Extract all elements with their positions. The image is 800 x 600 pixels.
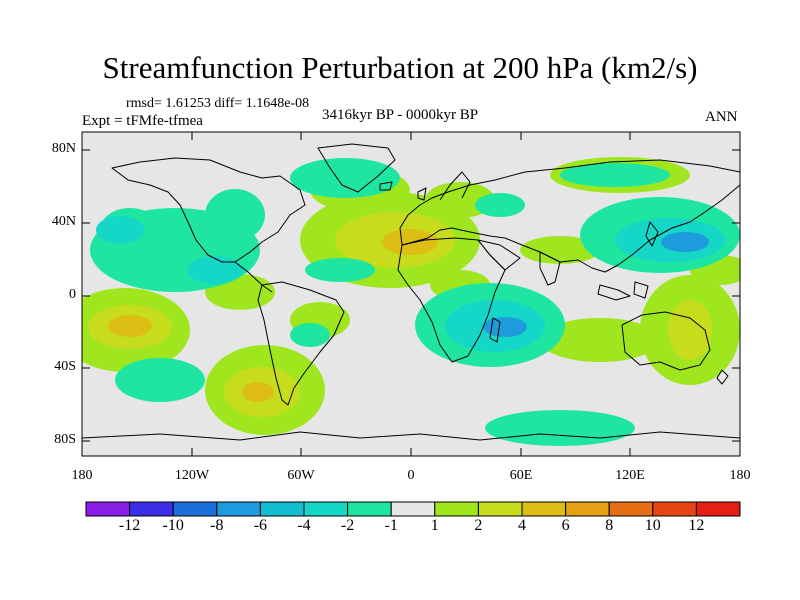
colorbar-label: 8 <box>605 517 614 534</box>
colorbar <box>85 501 741 517</box>
experiment-text: Expt = tFMfe-tfmea <box>82 113 203 129</box>
colorbar-label: 10 <box>644 517 661 534</box>
colorbar-label: -8 <box>210 517 224 534</box>
colorbar-label: 6 <box>561 517 570 534</box>
colorbar-label: -12 <box>118 517 141 534</box>
colorbar-swatch <box>695 501 741 517</box>
colorbar-swatch <box>259 501 305 517</box>
period-text: 3416kyr BP - 0000kyr BP <box>322 107 479 123</box>
negative-contours-level-3 <box>483 232 709 337</box>
colorbar-swatch <box>565 501 610 517</box>
colorbar-swatch <box>390 501 436 517</box>
stats-text: rmsd= 1.61253 diff= 1.1648e-08 <box>126 96 310 111</box>
colorbar-swatch <box>85 501 131 517</box>
lon-label-60w: 60W <box>287 468 315 483</box>
lat-label-80n: 80N <box>51 141 76 156</box>
colorbar-swatch <box>303 501 349 517</box>
lat-label-eq: 0 <box>69 287 76 302</box>
lon-label-60e: 60E <box>509 468 533 483</box>
lon-ticks <box>191 132 631 456</box>
colorbar-label: -1 <box>384 517 398 534</box>
lat-label-40s: 40S <box>54 359 76 374</box>
colorbar-label: -4 <box>297 517 311 534</box>
colorbar-label: 12 <box>688 517 705 534</box>
colorbar-swatch <box>652 501 697 517</box>
lon-label-180e: 180 <box>729 468 751 483</box>
season-text: ANN <box>705 109 738 125</box>
colorbar-label: 4 <box>518 517 526 534</box>
colorbar-label: -2 <box>340 517 355 534</box>
contour-fields <box>82 143 740 446</box>
lat-label-80s: 80S <box>54 432 76 447</box>
coastlines <box>82 143 740 441</box>
colorbar-swatch <box>347 501 392 517</box>
colorbar-swatch <box>477 501 523 517</box>
colorbar-label: 2 <box>474 517 483 534</box>
positive-contours-level-3 <box>108 229 438 402</box>
colorbar-label: -6 <box>253 517 268 534</box>
lon-label-180w: 180 <box>71 468 93 483</box>
lon-label-120e: 120E <box>615 468 645 483</box>
colorbar-swatch <box>521 501 567 517</box>
map-title: Streamfunction Perturbation at 200 hPa (… <box>102 50 698 85</box>
lat-ticks <box>82 149 740 442</box>
colorbar-swatch <box>434 501 479 517</box>
colorbar-swatch <box>216 501 261 517</box>
colorbar-swatch <box>172 501 218 517</box>
lat-label-40n: 40N <box>51 214 76 229</box>
colorbar-label: 1 <box>430 517 439 534</box>
colorbar-swatch <box>608 501 654 517</box>
colorbar-swatch <box>129 501 174 517</box>
lon-label-0: 0 <box>407 468 415 483</box>
lon-label-120w: 120W <box>174 468 210 483</box>
colorbar-label: -10 <box>162 517 184 534</box>
